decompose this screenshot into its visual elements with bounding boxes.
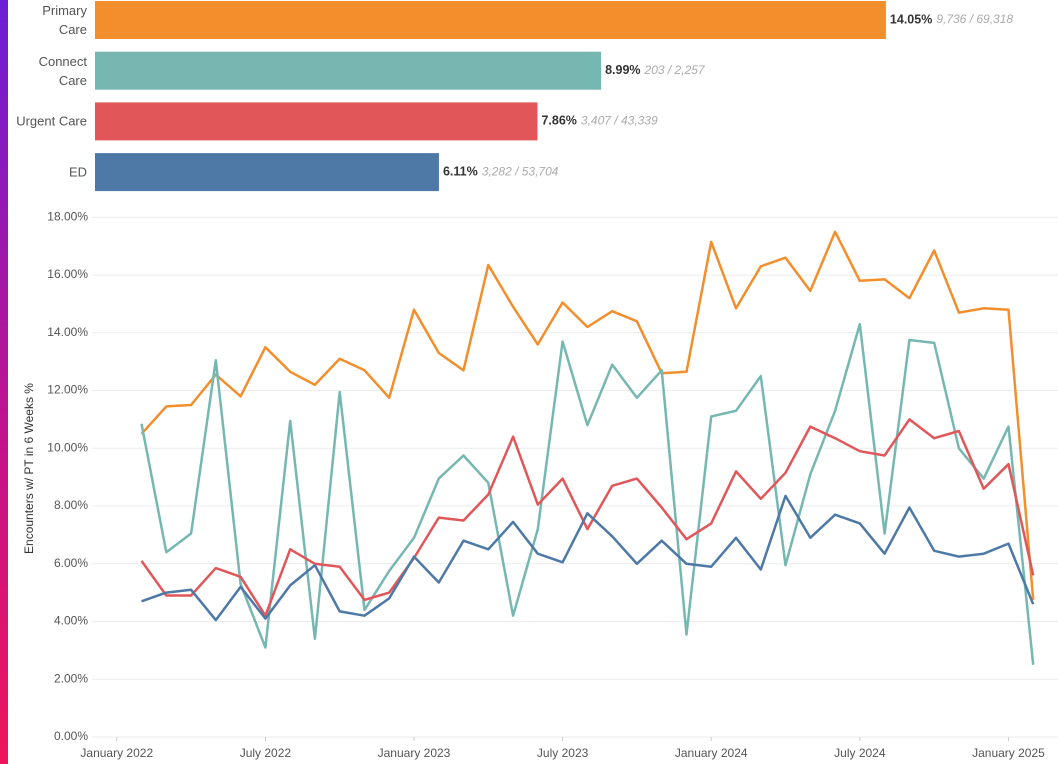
count-label: 203 / 2,257	[644, 63, 706, 77]
count-label: 3,282 / 53,704	[482, 164, 559, 178]
category-label: ED	[68, 164, 87, 180]
category-label: Connect Care	[38, 53, 87, 88]
y-tick-label: 4.00%	[54, 614, 88, 628]
x-tick-label: July 2024	[834, 746, 886, 760]
value-label: 14.05%	[890, 12, 932, 26]
accent-strip	[0, 0, 8, 764]
x-tick-label: July 2022	[240, 746, 292, 760]
y-tick-label: 14.00%	[47, 325, 88, 339]
y-tick-label: 18.00%	[47, 209, 88, 223]
y-tick-label: 0.00%	[54, 729, 88, 743]
series-line	[140, 322, 1035, 665]
y-tick-label: 12.00%	[47, 383, 88, 397]
x-tick-label: January 2022	[80, 746, 153, 760]
series-line	[140, 230, 1035, 601]
count-label: 9,736 / 69,318	[936, 12, 1013, 26]
y-tick-label: 2.00%	[54, 671, 88, 685]
x-tick-label: January 2023	[378, 746, 451, 760]
x-tick-label: January 2024	[675, 746, 748, 760]
y-tick-label: 6.00%	[54, 556, 88, 570]
category-label: Urgent Care	[16, 113, 87, 129]
bar	[95, 153, 439, 192]
value-label: 6.11%	[443, 164, 478, 178]
y-axis-label: Encounters w/ PT in 6 Weeks %	[22, 383, 36, 554]
value-label: 8.99%	[605, 63, 640, 77]
value-label: 7.86%	[541, 114, 576, 128]
series-line	[140, 418, 1035, 617]
bar	[95, 102, 538, 141]
y-tick-label: 16.00%	[47, 267, 88, 281]
bar	[95, 1, 886, 39]
y-tick-label: 10.00%	[47, 440, 88, 454]
bar	[95, 51, 602, 90]
category-label: Primary Care	[42, 3, 87, 37]
count-label: 3,407 / 43,339	[581, 114, 658, 128]
x-tick-label: January 2025	[972, 746, 1045, 760]
y-tick-label: 8.00%	[54, 498, 88, 512]
x-tick-label: July 2023	[537, 746, 589, 760]
series-line	[141, 494, 1035, 622]
